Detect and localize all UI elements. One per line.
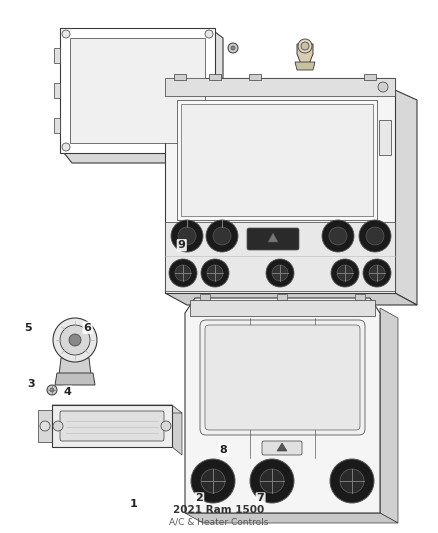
Polygon shape [59, 358, 91, 375]
Bar [379, 120, 391, 155]
FancyBboxPatch shape [262, 441, 302, 455]
Text: 2021 Ram 1500: 2021 Ram 1500 [173, 505, 265, 515]
Circle shape [228, 43, 238, 53]
Bar [177, 100, 377, 220]
Circle shape [191, 459, 235, 503]
Circle shape [369, 265, 385, 281]
Polygon shape [297, 44, 313, 64]
Bar [165, 78, 395, 293]
Polygon shape [395, 90, 417, 305]
Circle shape [329, 227, 347, 245]
Text: 9: 9 [178, 240, 186, 250]
Bar [60, 28, 215, 153]
Polygon shape [364, 74, 376, 80]
Text: 2: 2 [195, 494, 203, 503]
Circle shape [53, 421, 63, 431]
Circle shape [366, 227, 384, 245]
Circle shape [298, 39, 312, 53]
Circle shape [205, 30, 213, 38]
Text: 3: 3 [28, 379, 35, 389]
FancyBboxPatch shape [247, 228, 299, 250]
Polygon shape [249, 74, 261, 80]
Circle shape [322, 220, 354, 252]
Circle shape [266, 259, 294, 287]
Circle shape [250, 459, 294, 503]
Polygon shape [185, 298, 380, 513]
Circle shape [169, 259, 197, 287]
Polygon shape [165, 293, 417, 305]
Circle shape [330, 459, 374, 503]
Circle shape [40, 421, 50, 431]
FancyBboxPatch shape [200, 320, 365, 435]
Circle shape [50, 388, 54, 392]
Circle shape [201, 469, 225, 493]
Circle shape [260, 469, 284, 493]
Circle shape [201, 259, 229, 287]
Circle shape [231, 46, 235, 50]
Circle shape [47, 385, 57, 395]
Text: 8: 8 [219, 446, 227, 455]
Polygon shape [215, 32, 223, 163]
FancyBboxPatch shape [205, 325, 360, 430]
Bar [181, 104, 373, 216]
Circle shape [363, 259, 391, 287]
Circle shape [272, 265, 288, 281]
Circle shape [359, 220, 391, 252]
Circle shape [340, 469, 364, 493]
Bar [165, 222, 395, 291]
Polygon shape [185, 513, 398, 523]
Circle shape [69, 334, 81, 346]
Text: 5: 5 [25, 323, 32, 333]
Text: 4: 4 [64, 387, 72, 397]
Polygon shape [52, 405, 182, 413]
Polygon shape [277, 294, 287, 300]
Polygon shape [55, 373, 95, 385]
Circle shape [161, 421, 171, 431]
Circle shape [53, 318, 97, 362]
FancyBboxPatch shape [60, 411, 164, 441]
Circle shape [378, 82, 388, 92]
Polygon shape [209, 74, 221, 80]
Polygon shape [64, 153, 223, 163]
Polygon shape [172, 408, 182, 455]
Circle shape [62, 30, 70, 38]
Circle shape [213, 227, 231, 245]
Circle shape [206, 220, 238, 252]
Polygon shape [380, 308, 398, 523]
Circle shape [337, 265, 353, 281]
Polygon shape [54, 118, 60, 133]
Polygon shape [200, 294, 210, 300]
Circle shape [171, 220, 203, 252]
Circle shape [301, 42, 309, 50]
Polygon shape [295, 62, 315, 70]
Polygon shape [174, 74, 186, 80]
Polygon shape [190, 300, 375, 316]
Bar [165, 78, 395, 96]
Polygon shape [54, 48, 60, 63]
Circle shape [178, 227, 196, 245]
Polygon shape [277, 443, 287, 451]
Text: 6: 6 [84, 323, 92, 333]
Bar [70, 38, 205, 143]
Circle shape [175, 265, 191, 281]
Circle shape [205, 143, 213, 151]
Text: 7: 7 [257, 494, 265, 503]
Polygon shape [355, 294, 365, 300]
Bar [52, 405, 172, 447]
Circle shape [331, 259, 359, 287]
Text: A/C & Heater Controls: A/C & Heater Controls [170, 518, 268, 527]
Circle shape [207, 265, 223, 281]
Polygon shape [54, 83, 60, 98]
Text: 1: 1 [130, 499, 138, 508]
Polygon shape [38, 410, 52, 442]
Polygon shape [268, 233, 278, 242]
Circle shape [62, 143, 70, 151]
Circle shape [60, 325, 90, 355]
